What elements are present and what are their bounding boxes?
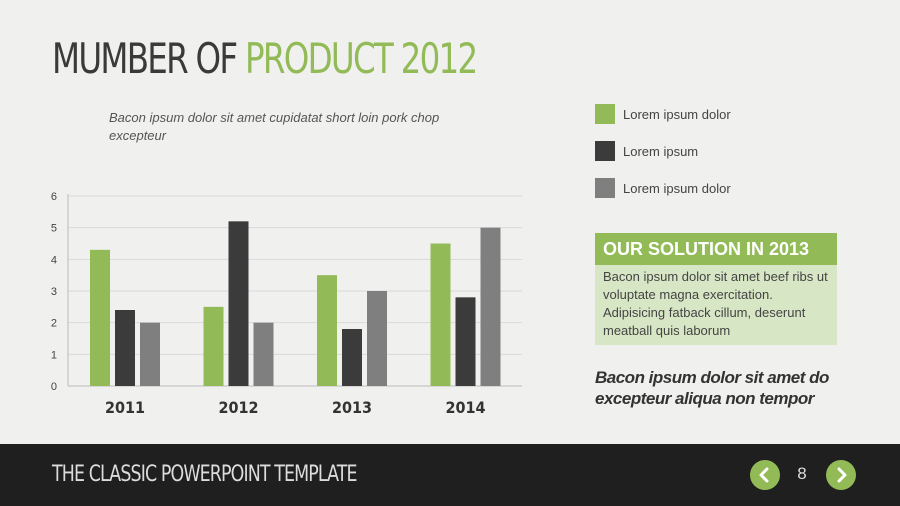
bar bbox=[203, 306, 224, 386]
page-title: MUMBER OF PRODUCT 2012 bbox=[52, 34, 478, 84]
bar bbox=[367, 291, 387, 386]
y-tick-label: 1 bbox=[51, 349, 57, 361]
bar bbox=[430, 243, 451, 386]
bar bbox=[115, 310, 135, 386]
tagline: Bacon ipsum dolor sit amet do excepteur … bbox=[595, 368, 829, 408]
legend-label: Lorem ipsum bbox=[623, 143, 699, 159]
title-part-2: PRODUCT 2012 bbox=[244, 34, 478, 83]
bar bbox=[140, 322, 160, 386]
x-tick-label: 2012 bbox=[218, 398, 258, 417]
bar-chart: 0 1 2 3 4 5 6 2011 2012 2013 2014 bbox=[51, 191, 522, 417]
legend-swatch bbox=[595, 141, 615, 161]
y-tick-label: 3 bbox=[51, 286, 57, 298]
bar bbox=[342, 329, 362, 386]
subtitle: Bacon ipsum dolor sit amet cupidatat sho… bbox=[109, 110, 440, 143]
x-tick-label: 2013 bbox=[332, 398, 372, 417]
title-part-1: MUMBER OF bbox=[52, 34, 238, 83]
footer-bar: THE CLASSIC POWERPOINT TEMPLATE 8 bbox=[0, 444, 900, 506]
legend-label: Lorem ipsum dolor bbox=[623, 180, 731, 196]
bar bbox=[228, 221, 249, 386]
bar bbox=[480, 227, 501, 386]
chevron-left-icon bbox=[759, 467, 769, 483]
legend-swatch bbox=[595, 178, 615, 198]
bar bbox=[317, 275, 337, 386]
solution-body: Bacon ipsum dolor sit amet beef ribs ut … bbox=[595, 265, 837, 345]
next-slide-button[interactable] bbox=[826, 460, 856, 490]
page-number: 8 bbox=[797, 464, 807, 483]
legend-swatch bbox=[595, 104, 615, 124]
solution-box: OUR SOLUTION IN 2013 Bacon ipsum dolor s… bbox=[595, 233, 837, 345]
y-tick-label: 4 bbox=[51, 254, 57, 266]
y-tick-label: 6 bbox=[51, 191, 57, 203]
previous-slide-button[interactable] bbox=[750, 460, 780, 490]
x-tick-label: 2014 bbox=[445, 398, 485, 417]
y-tick-label: 0 bbox=[51, 381, 57, 393]
solution-title: OUR SOLUTION IN 2013 bbox=[595, 233, 837, 265]
legend-label: Lorem ipsum dolor bbox=[623, 106, 731, 122]
legend-item: Lorem ipsum dolor bbox=[595, 178, 731, 198]
y-tick-label: 2 bbox=[51, 318, 57, 330]
bar bbox=[455, 297, 476, 386]
footer-title: THE CLASSIC POWERPOINT TEMPLATE bbox=[52, 462, 357, 487]
y-tick-label: 5 bbox=[51, 223, 57, 235]
legend-item: Lorem ipsum dolor bbox=[595, 104, 731, 124]
bar bbox=[90, 249, 110, 386]
legend: Lorem ipsum dolor Lorem ipsum Lorem ipsu… bbox=[595, 104, 731, 215]
chevron-right-icon bbox=[837, 467, 847, 483]
bar bbox=[253, 322, 274, 386]
legend-item: Lorem ipsum bbox=[595, 141, 731, 161]
x-tick-label: 2011 bbox=[105, 398, 145, 417]
